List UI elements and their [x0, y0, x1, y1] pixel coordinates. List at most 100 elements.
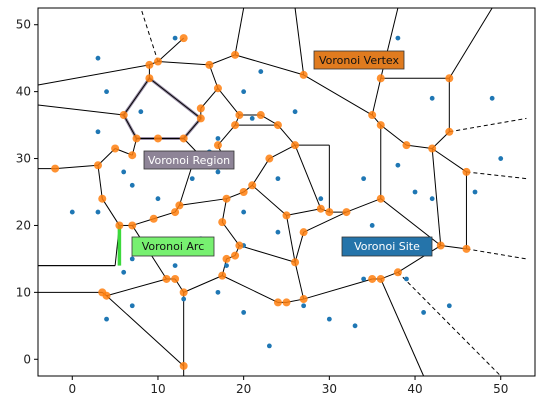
voronoi-vertex: [428, 144, 437, 153]
tick-layer: 0 10 20 30 40 50 0 10 20 30 40 50: [16, 18, 509, 396]
vertex-layer: [51, 34, 471, 370]
voronoi-site: [429, 196, 435, 202]
voronoi-vertex: [445, 127, 454, 136]
voronoi-vertex: [376, 74, 385, 83]
voronoi-site: [361, 176, 367, 182]
voronoi-vertex: [179, 134, 188, 143]
voronoi-site: [155, 196, 161, 202]
voronoi-site: [138, 109, 144, 115]
voronoi-vertex: [119, 111, 128, 120]
voronoi-edge: [303, 74, 373, 116]
voronoi-vertex: [368, 274, 377, 283]
voronoi-vertex: [462, 244, 471, 253]
voronoi-site: [129, 182, 135, 188]
voronoi-edge: [466, 171, 527, 180]
voronoi-vertex: [376, 194, 385, 203]
voronoi-vertex: [175, 201, 184, 210]
voronoi-site: [129, 303, 135, 309]
voronoi-edge: [37, 64, 150, 86]
voronoi-site: [395, 162, 401, 168]
voronoi-edge: [234, 7, 245, 55]
voronoi-vertex: [93, 161, 102, 170]
y-tick-label: 40: [16, 85, 31, 99]
voronoi-vertex: [299, 70, 308, 79]
voronoi-site: [215, 169, 221, 175]
voronoi-vertex: [213, 84, 222, 93]
voronoi-site: [352, 323, 358, 329]
voronoi-edge: [371, 78, 382, 116]
voronoi-edge: [178, 165, 193, 206]
voronoi-vertex: [393, 268, 402, 277]
voronoi-edge: [294, 7, 305, 75]
voronoi-vertex: [376, 274, 385, 283]
y-tick-label: 10: [16, 285, 31, 299]
voronoi-vertex: [235, 111, 244, 120]
voronoi-vertex: [248, 181, 257, 190]
voronoi-site: [498, 156, 504, 161]
voronoi-vertex: [115, 221, 124, 230]
voronoi-vertex: [265, 154, 274, 163]
voronoi-edge: [106, 295, 185, 367]
voronoi-site: [249, 116, 255, 121]
x-tick-label: 0: [68, 382, 76, 396]
x-tick-label: 10: [150, 382, 165, 396]
voronoi-edge: [380, 278, 425, 377]
voronoi-site: [95, 55, 101, 61]
voronoi-vertex: [436, 241, 445, 250]
voronoi-edge: [303, 211, 347, 233]
voronoi-edge: [234, 54, 304, 76]
voronoi-vertex: [98, 288, 107, 297]
voronoi-vertex: [291, 258, 300, 267]
voronoi-site: [121, 269, 127, 275]
voronoi-edge: [123, 114, 137, 139]
voronoi-vertex: [342, 208, 351, 217]
voronoi-site: [241, 209, 247, 215]
voronoi-edge: [431, 148, 442, 246]
plot-area: [38, 8, 535, 376]
voronoi-vertex: [256, 111, 265, 120]
voronoi-edge: [251, 184, 287, 216]
voronoi-site: [104, 316, 109, 322]
x-tick-label: 40: [407, 382, 422, 396]
voronoi-vertex: [462, 167, 471, 176]
voronoi-vertex: [145, 74, 154, 83]
x-tick-label: 20: [236, 382, 251, 396]
voronoi-vertex: [299, 228, 308, 237]
voronoi-vertex: [111, 144, 120, 153]
voronoi-edge: [397, 271, 502, 377]
voronoi-vertex: [179, 288, 188, 297]
voronoi-site: [241, 89, 247, 95]
voronoi-edge: [123, 77, 150, 116]
voronoi-edge: [466, 248, 527, 260]
voronoi-edge: [294, 262, 305, 300]
voronoi-site: [181, 296, 187, 302]
voronoi-site: [404, 276, 409, 282]
voronoi-edge: [157, 61, 210, 66]
voronoi-edge: [55, 164, 99, 170]
voronoi-vertex: [205, 60, 214, 69]
voronoi-vertex: [402, 141, 411, 150]
voronoi-vertex: [153, 134, 162, 143]
x-tick-label: 30: [322, 382, 337, 396]
voronoi-site: [318, 196, 324, 202]
voronoi-edge: [239, 245, 296, 263]
voronoi-edge: [380, 124, 407, 146]
y-tick-label: 20: [16, 218, 31, 232]
arc-annotation-label: Voronoi Arc: [142, 240, 205, 253]
voronoi-edge: [149, 77, 202, 119]
voronoi-vertex: [222, 254, 231, 263]
voronoi-edge: [217, 87, 240, 116]
voronoi-edge: [431, 148, 467, 173]
voronoi-vertex: [51, 164, 60, 173]
voronoi-vertex: [231, 121, 240, 130]
voronoi-vertex: [316, 204, 325, 213]
voronoi-edge: [440, 245, 467, 250]
voronoi-site: [472, 189, 478, 195]
site-annotation-label: Voronoi Site: [354, 240, 420, 253]
voronoi-edge: [140, 7, 159, 62]
voronoi-edge: [222, 275, 279, 303]
voronoi-site: [369, 223, 375, 228]
voronoi-vertex: [162, 274, 171, 283]
voronoi-site: [95, 129, 101, 135]
